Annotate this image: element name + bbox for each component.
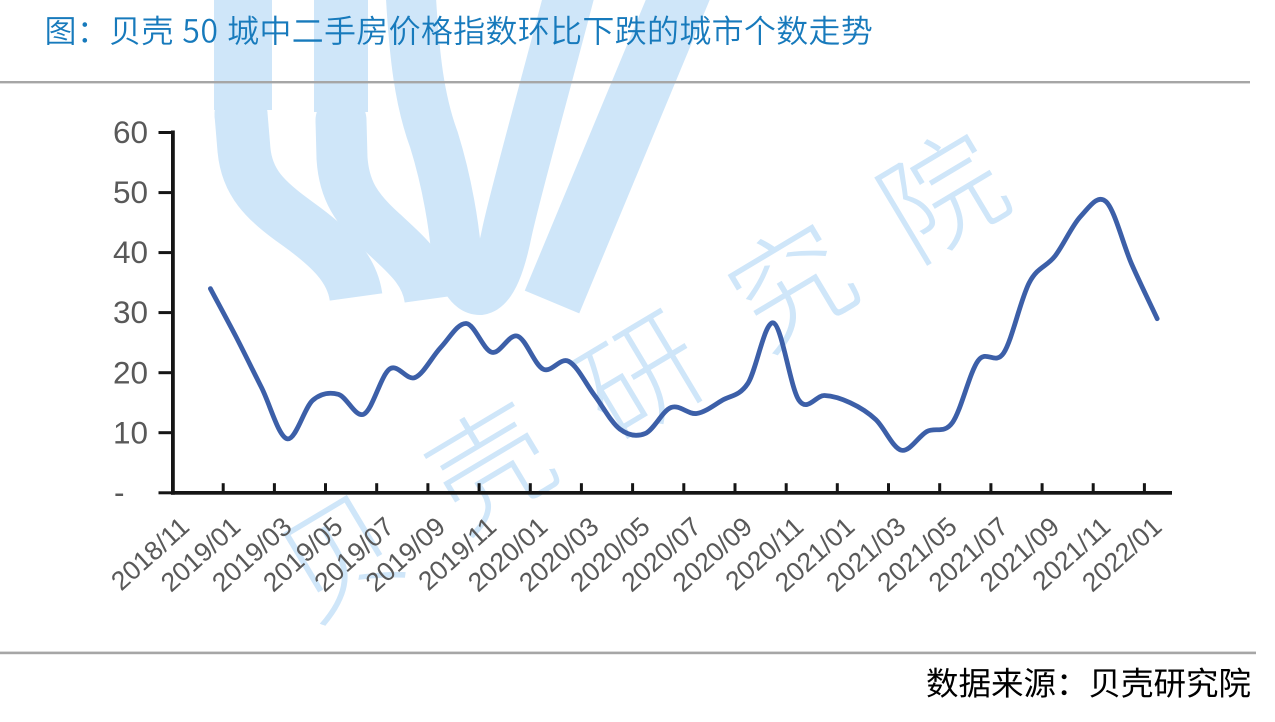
svg-text:20: 20 — [113, 354, 148, 390]
svg-text:30: 30 — [113, 294, 148, 330]
svg-text:10: 10 — [113, 414, 148, 450]
svg-text:-: - — [114, 474, 125, 510]
svg-text:60: 60 — [113, 114, 148, 150]
svg-text:40: 40 — [113, 234, 148, 270]
svg-text:50: 50 — [113, 174, 148, 210]
